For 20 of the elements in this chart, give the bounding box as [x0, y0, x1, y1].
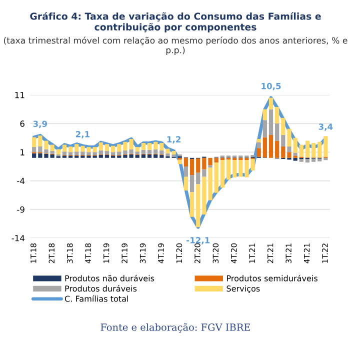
y-tick-label: 11	[15, 92, 24, 98]
data-label: 2,1	[76, 131, 90, 138]
y-tick-label: 1	[20, 149, 24, 156]
legend-label: Produtos duráveis	[65, 285, 137, 292]
data-label: 3,4	[318, 124, 333, 131]
data-label: 10,5	[262, 82, 281, 90]
y-tick-label: -14	[12, 235, 25, 242]
y-tick-label: 6	[20, 120, 24, 127]
chart-title: Gráfico 4: Taxa de variação do Consumo das Famílias e contribuição por componentes	[30, 12, 321, 32]
data-label: 1,2	[167, 136, 180, 144]
y-tick-label: -9	[17, 206, 24, 213]
legend-label: Produtos não duráveis	[65, 274, 154, 282]
legend-label: Serviços	[226, 285, 260, 294]
y-tick-label: -4	[17, 178, 25, 184]
legend-label: Produtos semiduráveis	[226, 274, 318, 282]
source-note: Fonte e elaboração: FGV IBRE	[100, 323, 250, 333]
data-label: -12,1	[186, 237, 210, 244]
data-label: 3,9	[33, 120, 48, 128]
legend-label: C. Famílias total	[64, 295, 128, 302]
chart-subtitle: (taxa trimestral móvel com relação ao mesmo período dos anos anteriores, % e p.p.)	[4, 36, 348, 55]
